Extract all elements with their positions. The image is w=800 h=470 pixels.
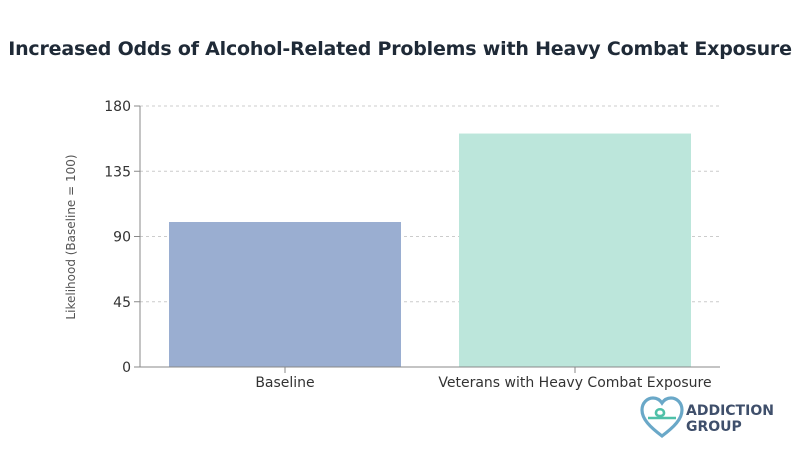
x-category-labels: Baseline Veterans with Heavy Combat Expos… — [255, 367, 712, 391]
addiction-group-logo: ADDICTION GROUP — [640, 396, 774, 439]
bar-veterans-with-heavy-combat-exposure — [459, 133, 691, 367]
logo-text-line1: ADDICTION — [686, 403, 774, 419]
logo-text-line2: GROUP — [686, 419, 742, 435]
y-tick-label: 90 — [113, 230, 131, 246]
y-tick-labels: 0 45 90 135 180 — [104, 99, 140, 376]
x-category-label: Veterans with Heavy Combat Exposure — [438, 375, 711, 391]
bars — [169, 133, 691, 367]
chart-title: Increased Odds of Alcohol-Related Proble… — [8, 38, 792, 60]
heart-pin-icon — [640, 396, 684, 439]
y-tick-label: 0 — [122, 360, 131, 376]
x-category-label: Baseline — [255, 375, 314, 391]
bar-baseline — [169, 222, 401, 367]
y-tick-label: 180 — [104, 99, 131, 115]
y-tick-label: 135 — [104, 164, 131, 180]
y-axis-title: Likelihood (Baseline = 100) — [64, 154, 78, 319]
y-tick-label: 45 — [113, 295, 131, 311]
